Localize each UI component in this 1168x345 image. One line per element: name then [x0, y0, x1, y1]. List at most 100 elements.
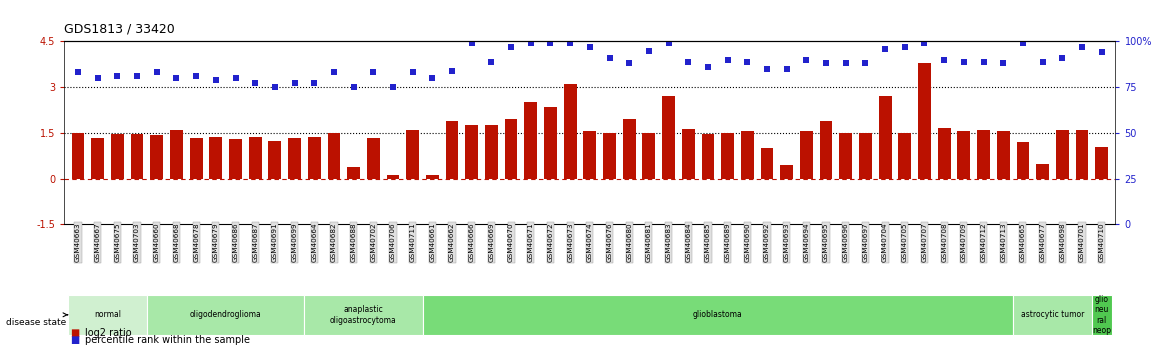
- Point: [896, 44, 915, 50]
- Text: GSM40712: GSM40712: [981, 222, 987, 262]
- Point: [778, 66, 797, 72]
- Text: GSM40691: GSM40691: [272, 222, 278, 262]
- Text: percentile rank within the sample: percentile rank within the sample: [85, 335, 250, 345]
- Bar: [958, 131, 971, 179]
- Point: [718, 57, 737, 62]
- Text: GSM40665: GSM40665: [1020, 222, 1026, 262]
- Bar: [308, 137, 321, 179]
- Text: GSM40686: GSM40686: [232, 222, 238, 262]
- Point: [403, 70, 422, 75]
- Text: GSM40678: GSM40678: [193, 222, 199, 262]
- Point: [816, 61, 835, 66]
- Point: [364, 70, 383, 75]
- Text: GSM40709: GSM40709: [961, 222, 967, 262]
- Point: [443, 68, 461, 73]
- Bar: [898, 133, 911, 179]
- Text: oligodendroglioma: oligodendroglioma: [189, 310, 262, 319]
- Bar: [406, 130, 419, 179]
- Text: GSM40660: GSM40660: [154, 222, 160, 262]
- Bar: [327, 134, 340, 179]
- Point: [1052, 55, 1071, 61]
- Bar: [584, 131, 596, 179]
- Bar: [249, 137, 262, 179]
- Bar: [524, 102, 537, 179]
- Bar: [1092, 295, 1112, 335]
- Point: [482, 59, 501, 64]
- Bar: [800, 131, 813, 179]
- Point: [1034, 59, 1052, 64]
- Text: GSM40713: GSM40713: [1000, 222, 1007, 262]
- Point: [738, 59, 757, 64]
- Text: GSM40703: GSM40703: [134, 222, 140, 262]
- Point: [876, 46, 895, 51]
- Text: normal: normal: [95, 310, 121, 319]
- Bar: [347, 167, 360, 179]
- Text: GSM40710: GSM40710: [1099, 222, 1105, 262]
- Bar: [1076, 130, 1089, 179]
- Text: GSM40685: GSM40685: [705, 222, 711, 262]
- Bar: [1036, 164, 1049, 179]
- Text: GSM40683: GSM40683: [666, 222, 672, 262]
- Text: GSM40689: GSM40689: [724, 222, 731, 262]
- Point: [463, 40, 481, 46]
- Bar: [642, 133, 655, 179]
- Bar: [485, 125, 498, 179]
- Point: [89, 75, 107, 81]
- Bar: [878, 96, 891, 179]
- Bar: [305, 295, 423, 335]
- Bar: [603, 133, 616, 179]
- Point: [423, 75, 442, 81]
- Point: [305, 81, 324, 86]
- Bar: [288, 138, 301, 179]
- Text: GSM40675: GSM40675: [114, 222, 120, 262]
- Bar: [978, 130, 990, 179]
- Text: GSM40698: GSM40698: [1059, 222, 1065, 262]
- Bar: [721, 133, 734, 179]
- Bar: [1013, 295, 1092, 335]
- Bar: [702, 134, 715, 179]
- Text: GSM40676: GSM40676: [606, 222, 612, 262]
- Bar: [820, 121, 833, 179]
- Point: [521, 40, 540, 46]
- Bar: [564, 84, 577, 179]
- Text: GSM40699: GSM40699: [292, 222, 298, 262]
- Text: GSM40669: GSM40669: [488, 222, 494, 262]
- Text: GSM40674: GSM40674: [586, 222, 593, 262]
- Bar: [71, 134, 84, 179]
- Point: [345, 85, 363, 90]
- Point: [934, 57, 953, 62]
- Point: [758, 66, 777, 72]
- Point: [69, 70, 88, 75]
- Bar: [1056, 130, 1069, 179]
- Point: [640, 48, 659, 53]
- Point: [679, 59, 697, 64]
- Point: [836, 61, 855, 66]
- Text: GSM40697: GSM40697: [862, 222, 869, 262]
- Text: GSM40688: GSM40688: [350, 222, 356, 262]
- Text: GSM40711: GSM40711: [410, 222, 416, 262]
- Point: [954, 59, 973, 64]
- Text: GSM40687: GSM40687: [252, 222, 258, 262]
- Bar: [387, 176, 399, 179]
- Bar: [544, 107, 557, 179]
- Point: [580, 44, 599, 50]
- Point: [974, 59, 993, 64]
- Text: GSM40673: GSM40673: [568, 222, 573, 262]
- Bar: [938, 128, 951, 179]
- Text: GSM40661: GSM40661: [430, 222, 436, 262]
- Point: [109, 73, 127, 79]
- Bar: [505, 119, 517, 179]
- Bar: [1016, 142, 1029, 179]
- Bar: [760, 148, 773, 179]
- Text: GSM40664: GSM40664: [311, 222, 318, 262]
- Bar: [996, 131, 1009, 179]
- Bar: [662, 96, 675, 179]
- Text: GSM40702: GSM40702: [370, 222, 376, 262]
- Text: glio
neu
ral
neop: glio neu ral neop: [1092, 295, 1111, 335]
- Text: ■: ■: [70, 335, 79, 345]
- Point: [797, 57, 815, 62]
- Text: GSM40695: GSM40695: [823, 222, 829, 262]
- Text: GSM40693: GSM40693: [784, 222, 790, 262]
- Text: log2 ratio: log2 ratio: [85, 328, 132, 338]
- Bar: [68, 295, 147, 335]
